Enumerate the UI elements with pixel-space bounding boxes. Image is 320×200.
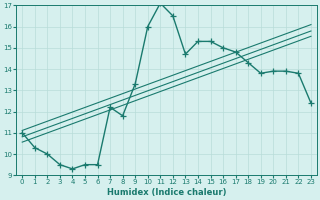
X-axis label: Humidex (Indice chaleur): Humidex (Indice chaleur): [107, 188, 226, 197]
